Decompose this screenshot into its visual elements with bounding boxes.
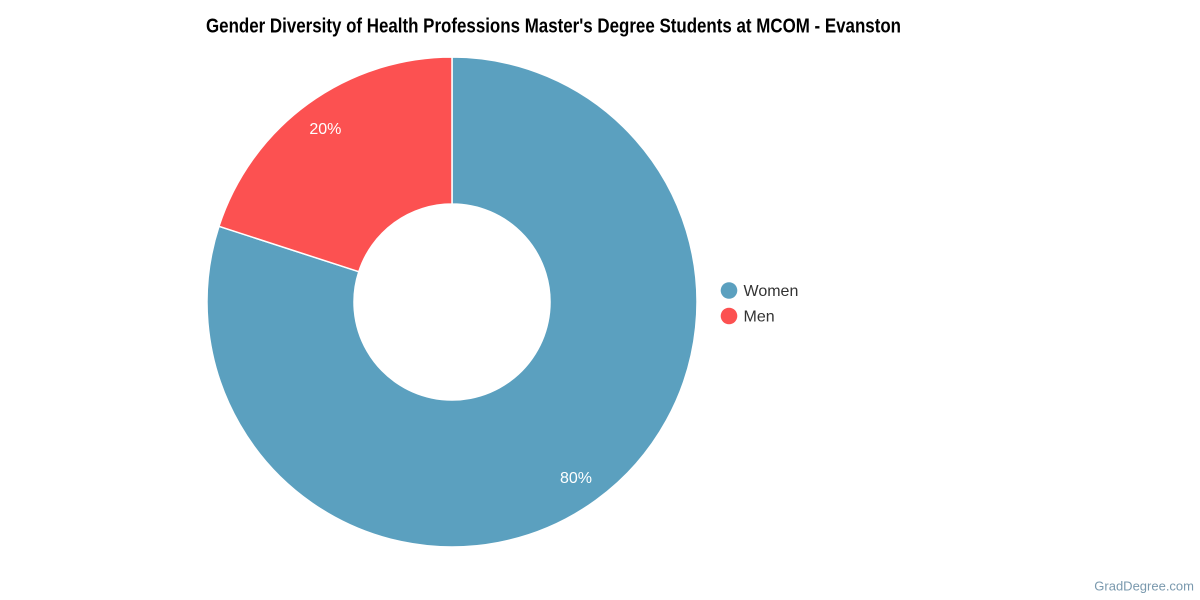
svg-text:80%: 80% (560, 470, 592, 487)
svg-text:Gender Diversity of Health Pro: Gender Diversity of Health Professions M… (206, 16, 901, 38)
svg-text:Women: Women (744, 283, 799, 300)
svg-text:GradDegree.com: GradDegree.com (1094, 579, 1194, 594)
svg-text:20%: 20% (309, 121, 341, 138)
svg-text:Men: Men (744, 309, 775, 326)
